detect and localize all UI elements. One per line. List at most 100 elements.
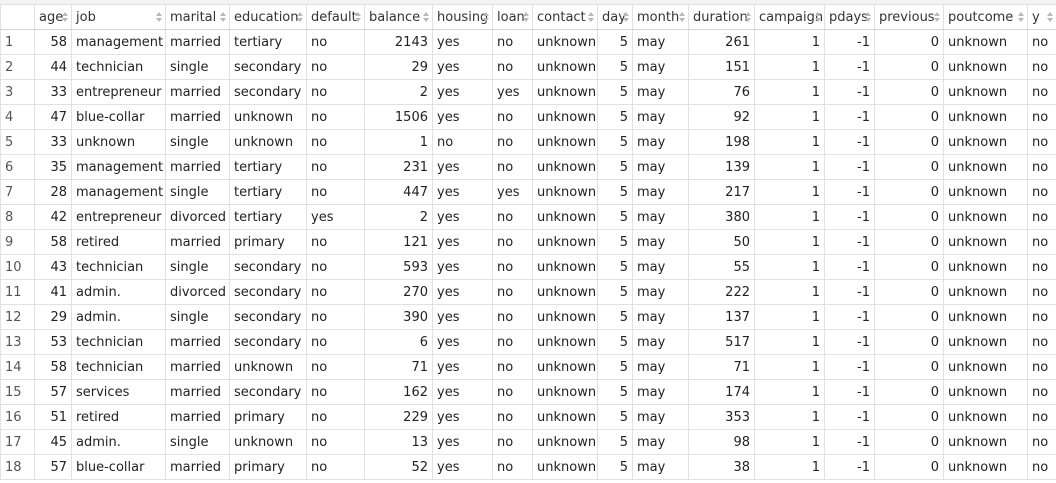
column-header-pdays[interactable]: pdays: [824, 4, 875, 30]
cell-age: 58: [34, 354, 72, 380]
sort-icon[interactable]: [623, 11, 629, 23]
sort-icon[interactable]: [934, 11, 940, 23]
column-header-housing[interactable]: housing: [432, 4, 493, 30]
cell-pdays: -1: [824, 254, 875, 280]
cell-previous: 0: [874, 129, 944, 155]
cell-job: unknown: [71, 129, 166, 155]
table-row[interactable]: 10 43 technician single secondary no 593 yes no u…: [0, 254, 1056, 280]
sort-icon[interactable]: [745, 11, 751, 23]
column-header-y[interactable]: y: [1027, 4, 1056, 30]
table-row[interactable]: 1 58 management married tertiary no 2143 yes no u…: [0, 29, 1056, 55]
cell-day: 5: [597, 429, 633, 455]
cell-default: no: [306, 129, 365, 155]
cell-balance: 390: [364, 304, 433, 330]
row-index-cell: 3: [0, 79, 35, 105]
table-row[interactable]: 11 41 admin. divorced secondary no 270 yes no unk…: [0, 279, 1056, 305]
cell-age: 51: [34, 404, 72, 430]
cell-month: may: [632, 129, 689, 155]
cell-campaign: 1: [754, 54, 825, 80]
column-header-default[interactable]: default: [306, 4, 365, 30]
cell-contact: unknown: [532, 204, 598, 230]
row-index-header: [0, 4, 35, 30]
table-row[interactable]: 18 57 blue-collar married primary no 52 yes no un…: [0, 454, 1056, 480]
cell-duration: 38: [688, 454, 755, 480]
table-row[interactable]: 12 29 admin. single secondary no 390 yes no unkno…: [0, 304, 1056, 330]
cell-loan: no: [492, 154, 533, 180]
sort-icon[interactable]: [297, 11, 303, 23]
column-header-loan[interactable]: loan: [492, 4, 533, 30]
cell-pdays: -1: [824, 229, 875, 255]
column-header-label: default: [311, 9, 357, 25]
header-row: age job marital education default balanc…: [0, 4, 1056, 30]
column-header-age[interactable]: age: [34, 4, 72, 30]
cell-loan: no: [492, 54, 533, 80]
column-header-label: duration: [693, 9, 748, 25]
cell-contact: unknown: [532, 354, 598, 380]
cell-month: may: [632, 154, 689, 180]
cell-housing: no: [432, 129, 493, 155]
sort-icon[interactable]: [62, 11, 68, 23]
cell-marital: single: [165, 254, 230, 280]
sort-icon[interactable]: [815, 11, 821, 23]
column-header-label: day: [602, 9, 626, 25]
cell-y: no: [1027, 179, 1056, 205]
sort-icon[interactable]: [865, 11, 871, 23]
cell-default: no: [306, 329, 365, 355]
sort-icon[interactable]: [1047, 11, 1053, 23]
table-row[interactable]: 5 33 unknown single unknown no 1 no no unknown 5 ma…: [0, 129, 1056, 155]
column-header-day[interactable]: day: [597, 4, 633, 30]
cell-balance: 6: [364, 329, 433, 355]
cell-pdays: -1: [824, 54, 875, 80]
table-row[interactable]: 15 57 services married secondary no 162 yes no un…: [0, 379, 1056, 405]
table-row[interactable]: 6 35 management married tertiary no 231 yes no un…: [0, 154, 1056, 180]
cell-poutcome: unknown: [943, 179, 1028, 205]
table-row[interactable]: 13 53 technician married secondary no 6 yes no un…: [0, 329, 1056, 355]
row-index-cell: 16: [0, 404, 35, 430]
sort-icon[interactable]: [1018, 11, 1024, 23]
sort-icon[interactable]: [523, 11, 529, 23]
table-row[interactable]: 14 58 technician married unknown no 71 yes no unk…: [0, 354, 1056, 380]
table-row[interactable]: 8 42 entrepreneur divorced tertiary yes 2 yes no…: [0, 204, 1056, 230]
table-row[interactable]: 2 44 technician single secondary no 29 yes no unk…: [0, 54, 1056, 80]
cell-month: may: [632, 254, 689, 280]
sort-icon[interactable]: [423, 11, 429, 23]
sort-icon[interactable]: [588, 11, 594, 23]
column-header-marital[interactable]: marital: [165, 4, 230, 30]
column-header-previous[interactable]: previous: [874, 4, 944, 30]
table-row[interactable]: 4 47 blue-collar married unknown no 1506 yes no u…: [0, 104, 1056, 130]
table-row[interactable]: 7 28 management single tertiary no 447 yes yes un…: [0, 179, 1056, 205]
sort-icon[interactable]: [679, 11, 685, 23]
cell-default: no: [306, 154, 365, 180]
cell-default: no: [306, 429, 365, 455]
cell-loan: no: [492, 279, 533, 305]
column-header-contact[interactable]: contact: [532, 4, 598, 30]
cell-loan: yes: [492, 179, 533, 205]
sort-icon[interactable]: [220, 11, 226, 23]
table-row[interactable]: 9 58 retired married primary no 121 yes no unknow…: [0, 229, 1056, 255]
column-header-poutcome[interactable]: poutcome: [943, 4, 1028, 30]
column-header-balance[interactable]: balance: [364, 4, 433, 30]
column-header-job[interactable]: job: [71, 4, 166, 30]
cell-education: unknown: [229, 354, 307, 380]
cell-age: 45: [34, 429, 72, 455]
sort-icon[interactable]: [355, 11, 361, 23]
table-row[interactable]: 3 33 entrepreneur married secondary no 2 yes yes…: [0, 79, 1056, 105]
cell-loan: no: [492, 229, 533, 255]
cell-month: may: [632, 379, 689, 405]
table-row[interactable]: 16 51 retired married primary no 229 yes no unkno…: [0, 404, 1056, 430]
cell-month: may: [632, 179, 689, 205]
cell-pdays: -1: [824, 204, 875, 230]
column-header-duration[interactable]: duration: [688, 4, 755, 30]
column-header-month[interactable]: month: [632, 4, 689, 30]
column-header-campaign[interactable]: campaign: [754, 4, 825, 30]
cell-y: no: [1027, 304, 1056, 330]
column-header-education[interactable]: education: [229, 4, 307, 30]
sort-icon[interactable]: [156, 11, 162, 23]
table-row[interactable]: 17 45 admin. single unknown no 13 yes no unknown 5…: [0, 429, 1056, 455]
cell-y: no: [1027, 354, 1056, 380]
cell-duration: 517: [688, 329, 755, 355]
cell-loan: no: [492, 404, 533, 430]
cell-default: no: [306, 29, 365, 55]
cell-poutcome: unknown: [943, 454, 1028, 480]
sort-icon[interactable]: [483, 11, 489, 23]
